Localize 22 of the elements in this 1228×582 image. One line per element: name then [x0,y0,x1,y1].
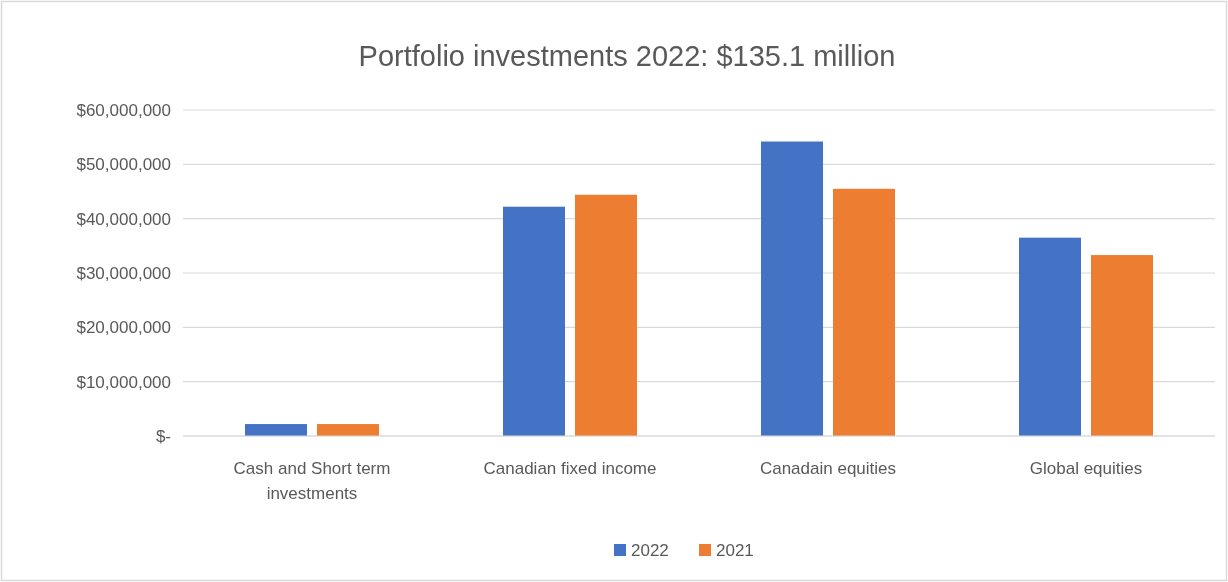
x-tick-label: Canadain equities [759,459,897,478]
legend-label: 2022 [631,540,669,560]
bar [317,424,379,436]
y-tick-label: $30,000,000 [76,263,171,283]
legend-label: 2021 [716,540,754,560]
bar [761,141,823,436]
y-tick-label: $50,000,000 [76,155,171,175]
bar [503,206,565,436]
x-tick-label: Cash and Short term investments [233,459,391,503]
x-tick-label: Canadian fixed income [483,459,657,478]
bar [1019,237,1081,436]
y-tick-label: $20,000,000 [76,318,171,338]
bar [833,188,895,436]
chart-title: Portfolio investments 2022: $135.1 million [358,40,896,72]
bar [1091,255,1153,436]
y-tick-label: $60,000,000 [76,100,171,120]
x-tick-label: Global equities [1029,459,1143,478]
y-tick-label: $- [155,426,171,446]
bar [575,194,637,436]
y-tick-label: $40,000,000 [76,209,171,229]
y-tick-label: $10,000,000 [76,372,171,392]
bar [245,424,307,436]
